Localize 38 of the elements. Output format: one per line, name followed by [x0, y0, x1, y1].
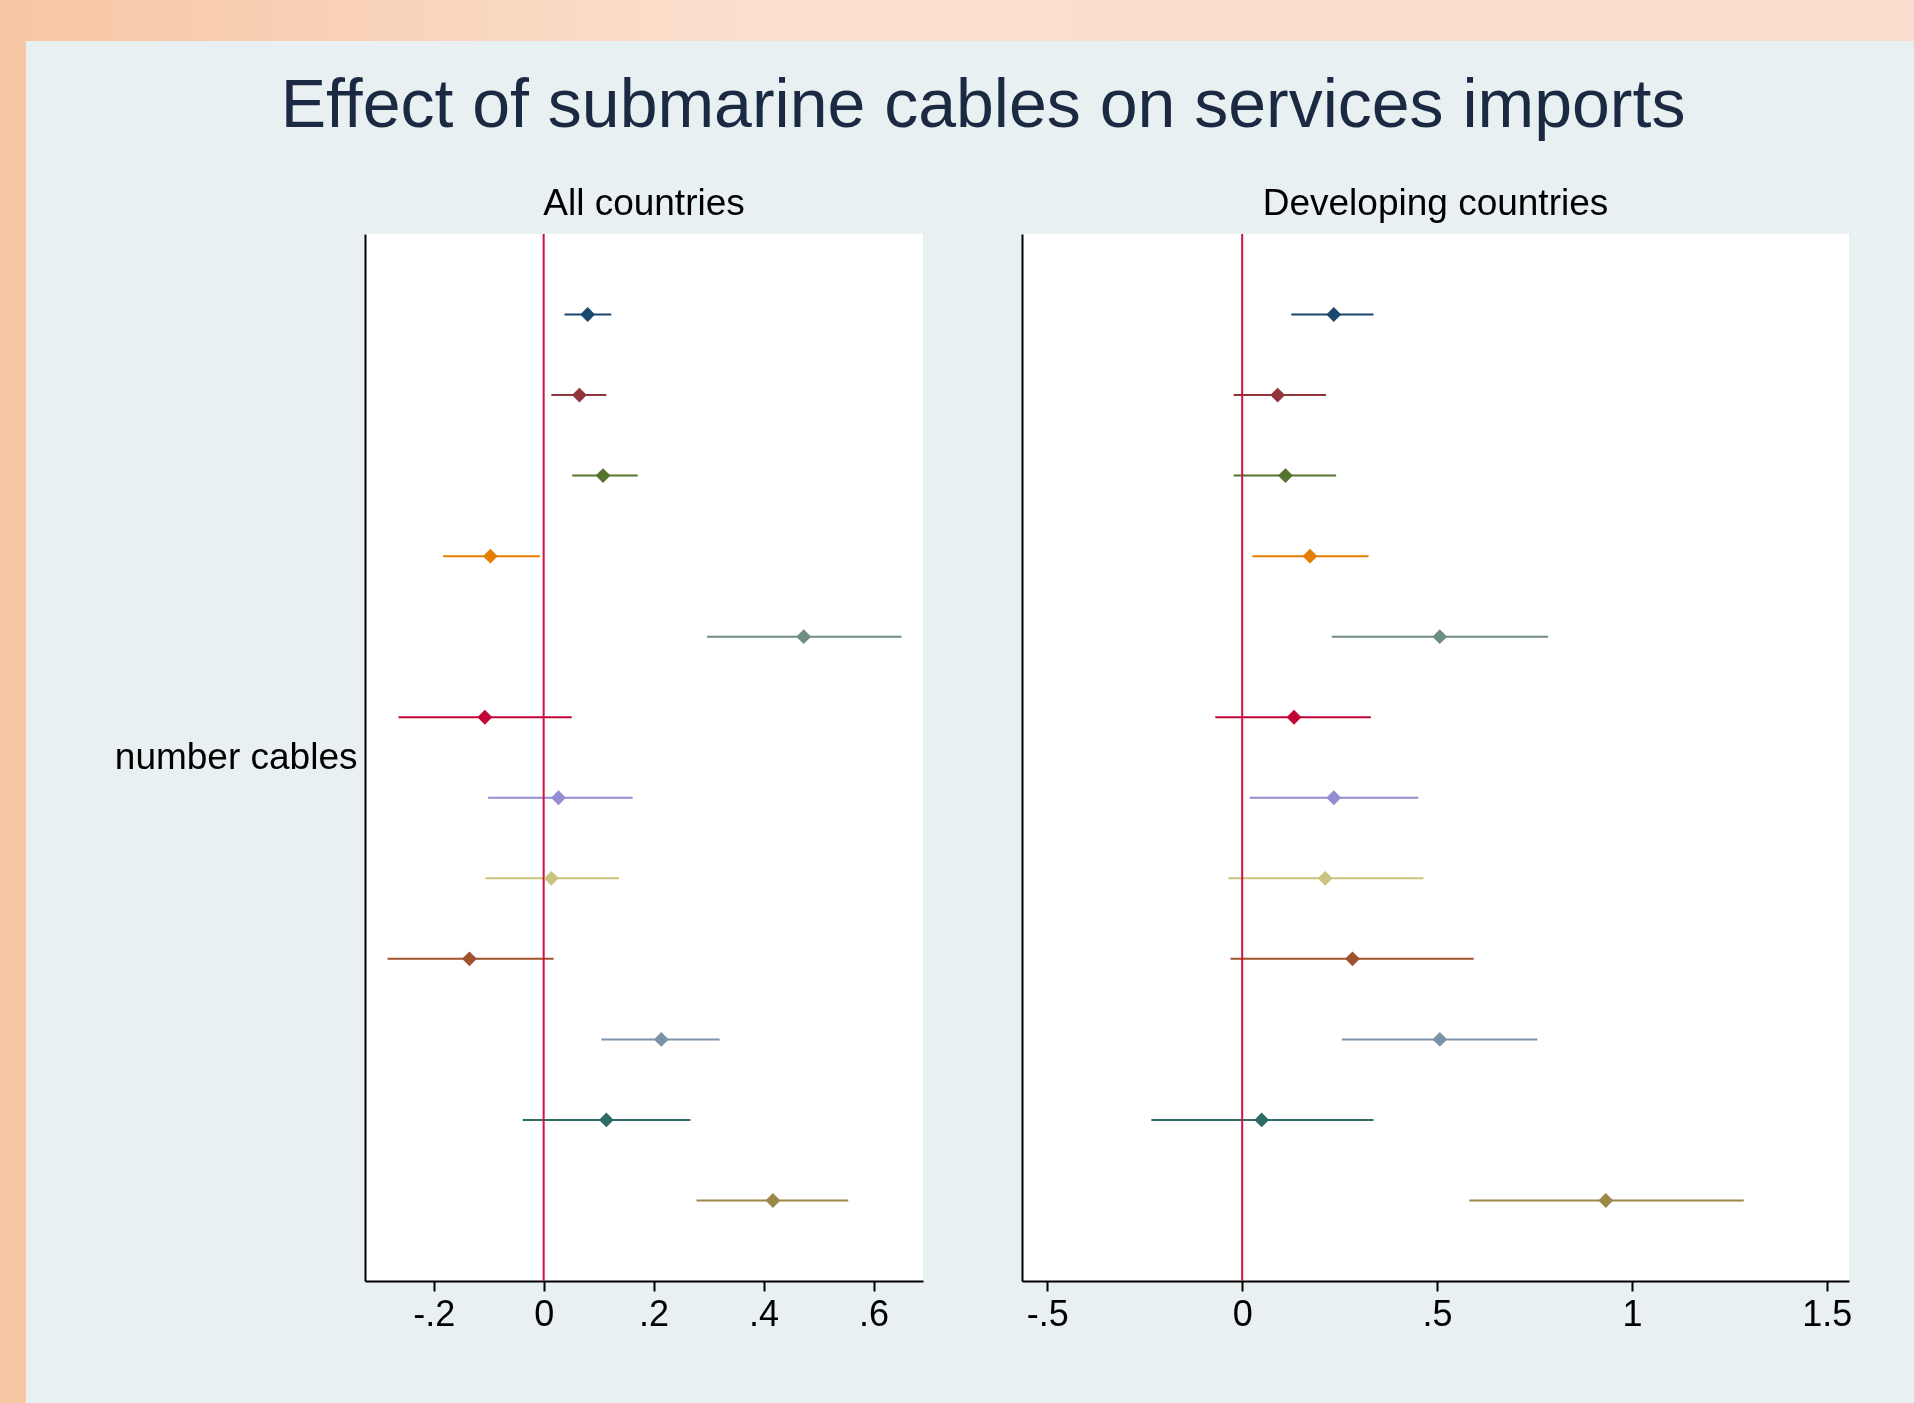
chart-subtitle: All countries	[543, 182, 745, 223]
x-tick-label: 1	[1622, 1292, 1643, 1334]
point	[1432, 1031, 1448, 1047]
point	[1254, 1112, 1270, 1128]
point	[543, 870, 559, 886]
x-tick-label: -.5	[1026, 1292, 1069, 1334]
point	[571, 387, 587, 403]
y-axis-title: number cables	[114, 736, 358, 777]
x-tick-label: .2	[639, 1292, 670, 1334]
point	[1345, 951, 1360, 967]
point	[1326, 790, 1342, 806]
x-tick-label: 0	[534, 1292, 555, 1334]
point	[1432, 629, 1448, 645]
point	[1278, 468, 1293, 484]
x-tick-label: .6	[859, 1292, 890, 1334]
chart-subtitle: Developing countries	[1262, 182, 1609, 223]
point	[482, 548, 498, 564]
point	[1598, 1193, 1614, 1208]
point	[462, 951, 477, 967]
point	[1270, 387, 1286, 403]
x-tick-label: -.2	[413, 1292, 456, 1334]
x-tick-label: .4	[749, 1292, 780, 1334]
point	[595, 468, 611, 484]
point	[1326, 307, 1342, 322]
point	[1286, 709, 1302, 725]
point	[598, 1112, 614, 1128]
x-tick-label: 0	[1232, 1292, 1253, 1334]
x-tick-label: 1.5	[1802, 1292, 1853, 1334]
point	[1317, 870, 1333, 886]
point	[796, 629, 812, 645]
chart-title: Effect of submarine cables on services imports	[280, 65, 1686, 141]
x-tick-label: .5	[1422, 1292, 1453, 1334]
point	[765, 1193, 781, 1208]
point	[653, 1031, 669, 1047]
point	[580, 307, 596, 322]
point	[477, 709, 493, 725]
point	[551, 790, 566, 806]
point	[1302, 548, 1318, 564]
